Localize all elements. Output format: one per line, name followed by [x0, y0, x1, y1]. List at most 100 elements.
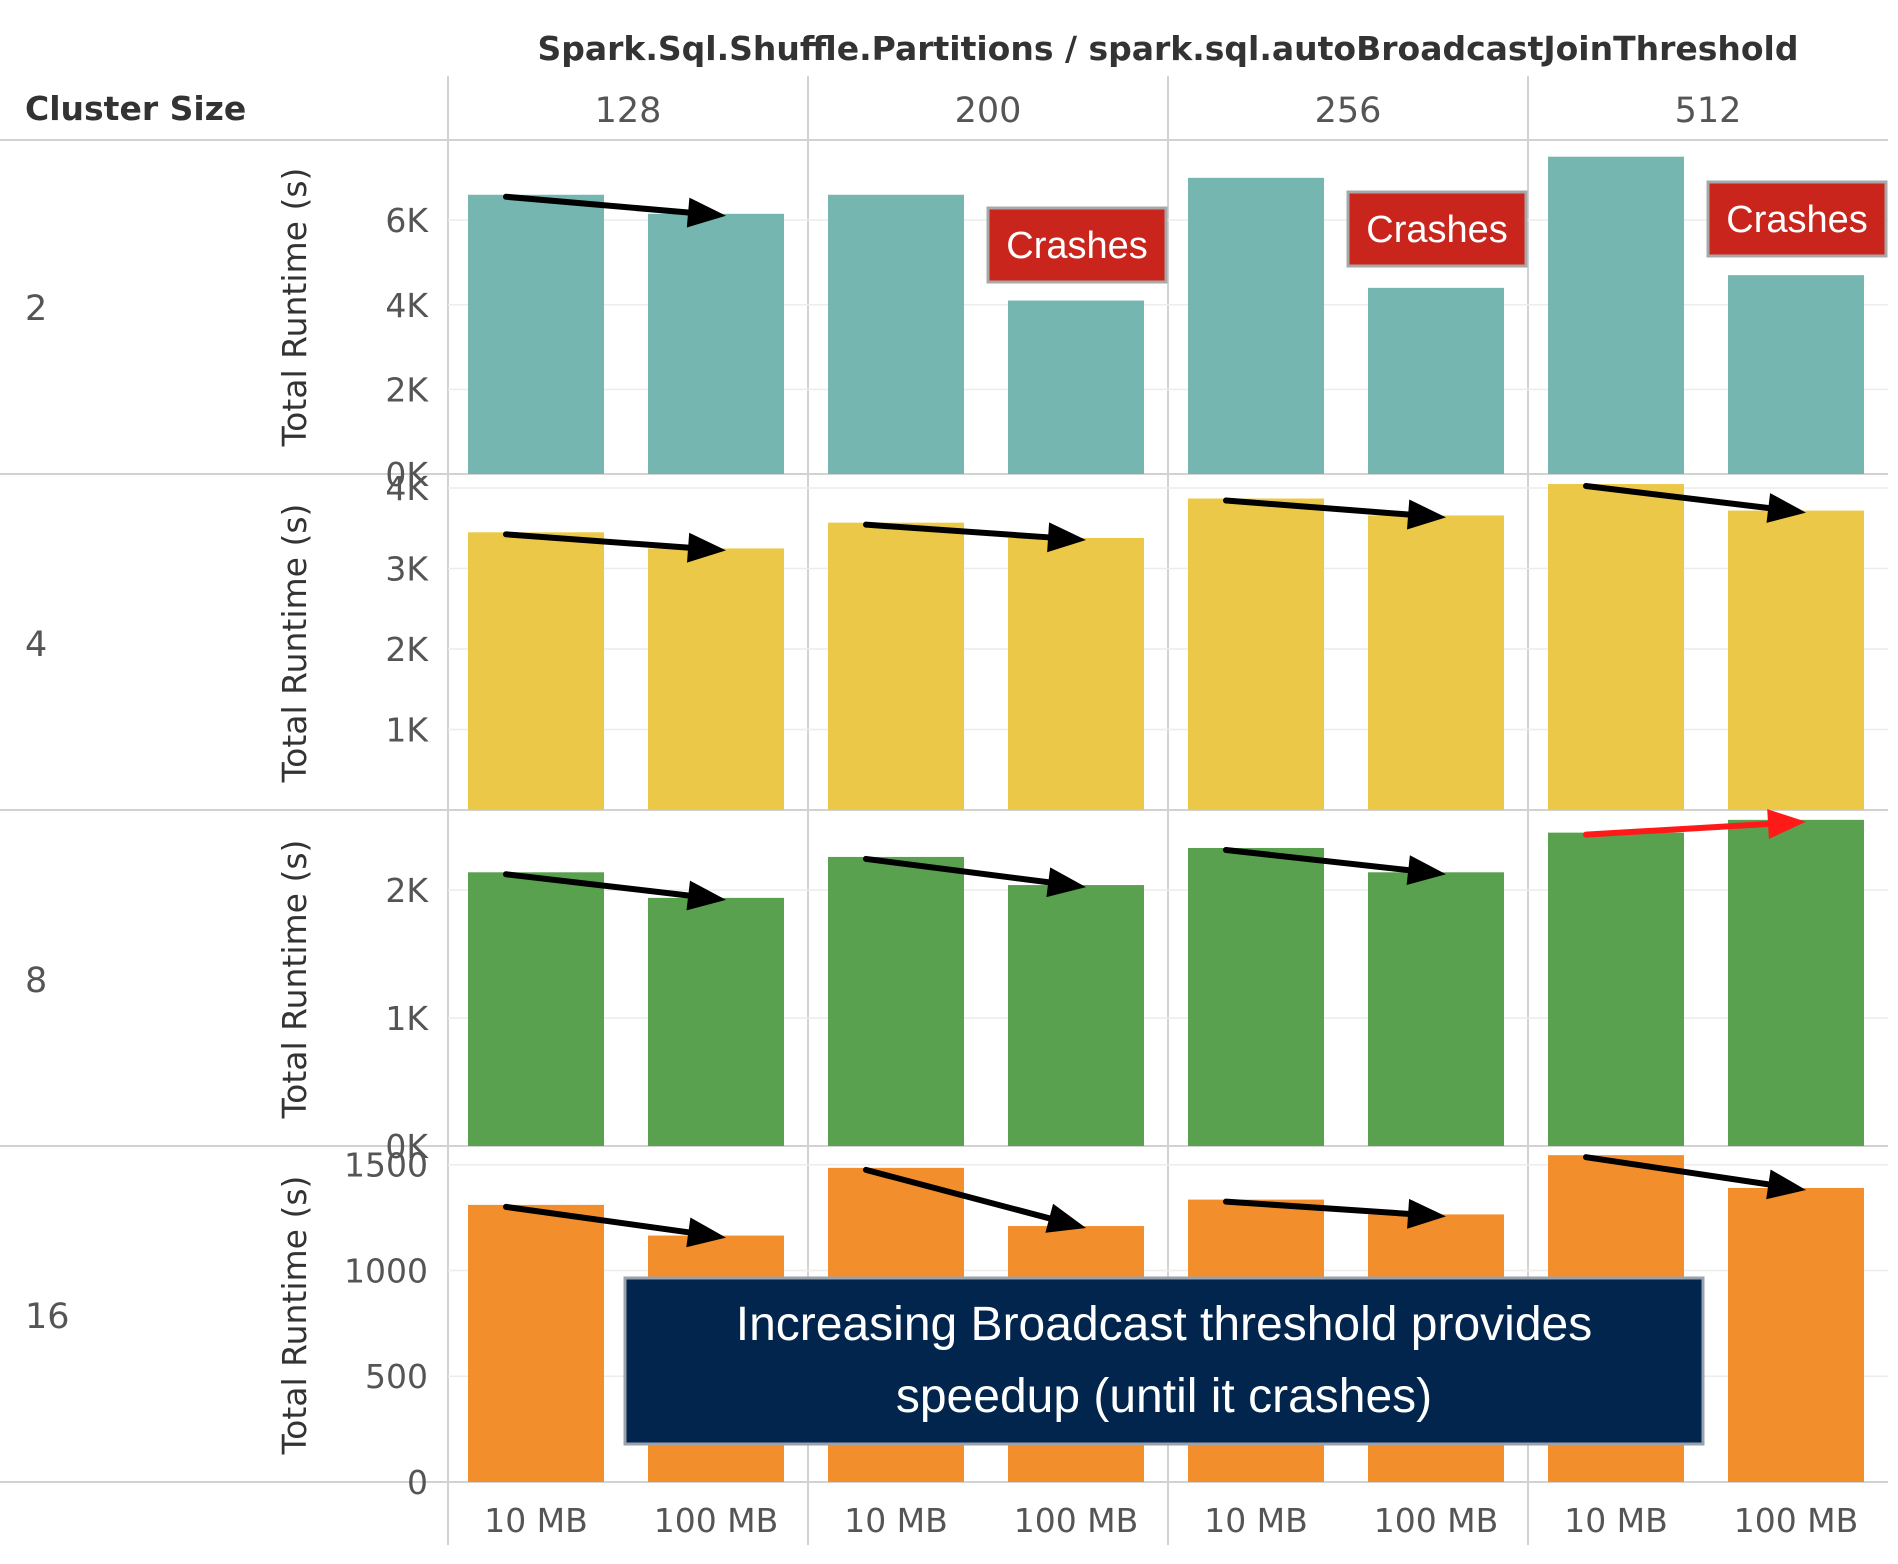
bar — [1008, 537, 1144, 810]
x-tick-label: 100 MB — [654, 1501, 779, 1540]
bar — [1368, 872, 1504, 1146]
trend-arrow-line — [503, 871, 692, 899]
crash-label: Crashes — [1726, 199, 1868, 241]
x-tick-label: 10 MB — [1204, 1501, 1308, 1540]
bar — [1728, 510, 1864, 810]
callout-box — [623, 1276, 1705, 1446]
bar — [468, 532, 604, 810]
column-header: 256 — [1315, 91, 1382, 131]
trend-arrow-head — [1766, 1169, 1806, 1200]
y-tick-label: 0K — [385, 1127, 429, 1166]
column-header: 512 — [1675, 91, 1742, 131]
trend-arrow-line — [1583, 1154, 1772, 1188]
bar — [828, 856, 964, 1146]
trend-arrow-head — [686, 197, 726, 228]
bar — [1188, 847, 1324, 1146]
y-axis-title: Total Runtime (s) — [275, 504, 314, 784]
crash-label-box — [986, 206, 1168, 284]
bar — [648, 897, 784, 1146]
trend-arrow-line — [1223, 1198, 1412, 1217]
trend-arrow-line — [1223, 497, 1412, 518]
bar — [1188, 177, 1324, 474]
trend-arrow-line — [1223, 846, 1412, 874]
bar — [648, 548, 784, 810]
y-tick-label: 1000 — [344, 1251, 428, 1290]
trend-arrow-head — [687, 532, 726, 563]
x-tick-label: 10 MB — [1564, 1501, 1668, 1540]
trend-arrow-head — [1767, 809, 1806, 839]
x-tick-label: 100 MB — [1374, 1501, 1499, 1540]
trend-arrow-line — [503, 193, 692, 216]
trend-arrow-head — [1047, 522, 1086, 553]
bar — [1728, 275, 1864, 474]
trend-arrow-head — [686, 1217, 726, 1248]
y-tick-label: 2K — [385, 871, 429, 910]
bars-layer — [468, 156, 1864, 1482]
trend-arrow-line — [863, 1166, 1053, 1222]
column-header: 128 — [595, 91, 662, 131]
x-tick-label: 100 MB — [1014, 1501, 1139, 1540]
trend-arrow-line — [503, 1203, 692, 1236]
y-tick-label: 1K — [385, 711, 429, 750]
crash-label-box — [1346, 190, 1528, 268]
x-tick-label: 10 MB — [484, 1501, 588, 1540]
bar — [468, 194, 604, 474]
notes-layer: Crashes Crashes Crashes Increasing Broadcas… — [623, 180, 1888, 1446]
bar — [828, 522, 964, 810]
trend-arrow-head — [1407, 1198, 1446, 1229]
bar — [1548, 484, 1684, 810]
y-tick-label: 500 — [365, 1357, 428, 1396]
trend-arrow-head — [1406, 855, 1446, 885]
callout-text: speedup (until it crashes) — [896, 1370, 1432, 1423]
trend-arrow-line — [503, 531, 692, 551]
chart-title: Spark.Sql.Shuffle.Partitions / spark.sql… — [537, 29, 1798, 68]
arrows-layer — [503, 193, 1806, 1248]
y-tick-label: 1500 — [344, 1146, 428, 1185]
crash-label-box — [1706, 180, 1888, 258]
bar — [1728, 1187, 1864, 1482]
bar — [828, 194, 964, 474]
text-layer: Spark.Sql.Shuffle.Partitions / spark.sql… — [25, 29, 1858, 1540]
callout-text: Increasing Broadcast threshold provides — [736, 1298, 1592, 1351]
bar — [1008, 885, 1144, 1146]
trend-arrow-line — [863, 855, 1052, 886]
trend-arrow-head — [1046, 867, 1086, 898]
bar — [1548, 832, 1684, 1146]
y-tick-label: 4K — [385, 469, 429, 508]
bar — [468, 872, 604, 1146]
crash-label: Crashes — [1366, 209, 1508, 251]
y-axis-title: Total Runtime (s) — [275, 1176, 314, 1456]
bar — [1368, 515, 1504, 810]
row-label: 4 — [25, 625, 47, 665]
y-tick-label: 2K — [385, 630, 429, 669]
bar — [648, 213, 784, 475]
y-axis-title: Total Runtime (s) — [275, 168, 314, 448]
y-tick-label: 3K — [385, 550, 429, 589]
trend-arrow-head — [686, 880, 726, 911]
bar — [1548, 156, 1684, 474]
y-tick-label: 6K — [385, 201, 429, 240]
trend-arrow-head — [1766, 493, 1806, 523]
y-tick-label: 0 — [407, 1463, 428, 1502]
crash-label: Crashes — [1006, 225, 1148, 267]
trend-arrow-line — [1583, 821, 1772, 838]
trend-arrow-line — [863, 521, 1052, 541]
row-header: Cluster Size — [25, 89, 246, 128]
column-header: 200 — [955, 91, 1022, 131]
trend-arrow-line — [1583, 483, 1772, 512]
bar — [1368, 287, 1504, 474]
y-tick-label: 0K — [385, 455, 429, 494]
row-label: 2 — [25, 289, 47, 329]
bar — [468, 1204, 604, 1482]
x-tick-label: 10 MB — [844, 1501, 948, 1540]
bar — [1728, 819, 1864, 1146]
trend-arrow-head — [1045, 1203, 1086, 1233]
y-tick-label: 2K — [385, 370, 429, 409]
y-tick-label: 1K — [385, 999, 429, 1038]
y-tick-label: 4K — [385, 286, 429, 325]
trend-arrow-head — [1407, 499, 1446, 530]
row-label: 8 — [25, 961, 47, 1001]
row-label: 16 — [25, 1297, 70, 1337]
bar — [1008, 300, 1144, 474]
